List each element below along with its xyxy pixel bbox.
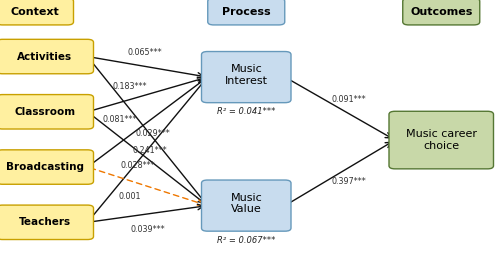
- Text: Teachers: Teachers: [19, 217, 71, 227]
- Text: Music career
choice: Music career choice: [406, 129, 477, 151]
- FancyBboxPatch shape: [0, 95, 94, 129]
- Text: Process: Process: [222, 7, 270, 16]
- Text: 0.001: 0.001: [119, 192, 142, 201]
- Text: Classroom: Classroom: [14, 107, 76, 117]
- Text: Music
Interest: Music Interest: [225, 64, 268, 86]
- FancyBboxPatch shape: [202, 52, 291, 103]
- Text: Broadcasting: Broadcasting: [6, 162, 84, 172]
- FancyBboxPatch shape: [403, 0, 480, 25]
- Text: Music
Value: Music Value: [230, 193, 262, 214]
- Text: R² = 0.041***: R² = 0.041***: [217, 107, 276, 116]
- FancyBboxPatch shape: [202, 180, 291, 231]
- Text: 0.081***: 0.081***: [103, 115, 137, 124]
- Text: 0.397***: 0.397***: [332, 177, 366, 186]
- Text: 0.028***: 0.028***: [120, 161, 155, 170]
- Text: 0.039***: 0.039***: [130, 225, 165, 234]
- Text: 0.029***: 0.029***: [135, 129, 170, 138]
- Text: Outcomes: Outcomes: [410, 7, 472, 16]
- Text: 0.091***: 0.091***: [332, 95, 366, 104]
- Text: 0.065***: 0.065***: [128, 48, 162, 57]
- FancyBboxPatch shape: [0, 150, 94, 184]
- FancyBboxPatch shape: [389, 111, 494, 169]
- Text: Activities: Activities: [18, 52, 72, 61]
- Text: 0.183***: 0.183***: [113, 82, 147, 91]
- Text: R² = 0.067***: R² = 0.067***: [217, 236, 276, 245]
- Text: 0.241***: 0.241***: [132, 146, 168, 155]
- Text: Context: Context: [10, 7, 59, 16]
- FancyBboxPatch shape: [208, 0, 285, 25]
- FancyBboxPatch shape: [0, 39, 94, 74]
- FancyBboxPatch shape: [0, 205, 94, 240]
- FancyBboxPatch shape: [0, 0, 74, 25]
